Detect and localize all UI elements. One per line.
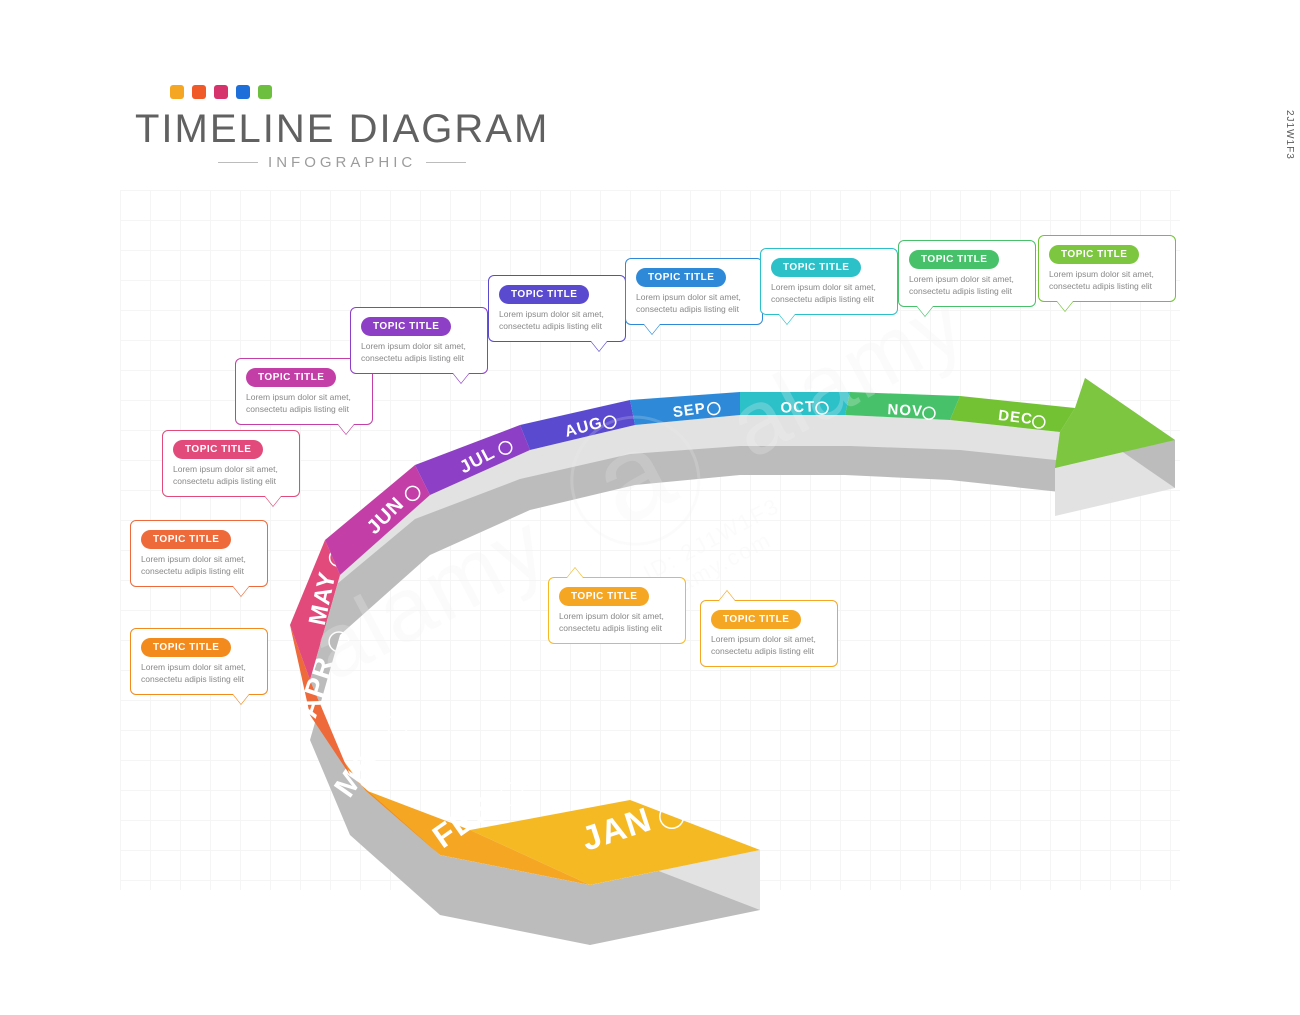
callout-tail-icon bbox=[453, 373, 469, 383]
timeline-arrow: JANFEBMARAPRMAYJUNJULAUGSEPOCTNOVDEC bbox=[0, 0, 1300, 1015]
callout-title-jul: TOPIC TITLE bbox=[361, 317, 451, 336]
target-icon bbox=[501, 783, 523, 805]
callout-mar: TOPIC TITLE Lorem ipsum dolor sit amet, c… bbox=[130, 628, 268, 695]
segment-oct: OCT bbox=[740, 392, 850, 417]
callout-title-feb: TOPIC TITLE bbox=[711, 610, 801, 629]
callout-aug: TOPIC TITLE Lorem ipsum dolor sit amet, c… bbox=[488, 275, 626, 342]
callout-nov: TOPIC TITLE Lorem ipsum dolor sit amet, c… bbox=[898, 240, 1036, 307]
callout-text-nov: Lorem ipsum dolor sit amet, consectetu a… bbox=[909, 274, 1025, 298]
callout-text-apr: Lorem ipsum dolor sit amet, consectetu a… bbox=[141, 554, 257, 578]
callout-title-aug: TOPIC TITLE bbox=[499, 285, 589, 304]
callout-title-jun: TOPIC TITLE bbox=[246, 368, 336, 387]
callout-title-sep: TOPIC TITLE bbox=[636, 268, 726, 287]
callout-title-apr: TOPIC TITLE bbox=[141, 530, 231, 549]
callout-title-nov: TOPIC TITLE bbox=[909, 250, 999, 269]
segment-label-oct: OCT bbox=[780, 398, 815, 416]
callout-title-oct: TOPIC TITLE bbox=[771, 258, 861, 277]
callout-text-jul: Lorem ipsum dolor sit amet, consectetu a… bbox=[361, 341, 477, 365]
segment-label-nov: NOV bbox=[887, 401, 923, 420]
callout-title-mar: TOPIC TITLE bbox=[141, 638, 231, 657]
callout-title-dec: TOPIC TITLE bbox=[1049, 245, 1139, 264]
callout-may: TOPIC TITLE Lorem ipsum dolor sit amet, c… bbox=[162, 430, 300, 497]
callout-title-may: TOPIC TITLE bbox=[173, 440, 263, 459]
callout-title-jan: TOPIC TITLE bbox=[559, 587, 649, 606]
callout-tail-icon bbox=[233, 586, 249, 596]
callout-feb: TOPIC TITLE Lorem ipsum dolor sit amet, c… bbox=[700, 600, 838, 667]
callout-text-jun: Lorem ipsum dolor sit amet, consectetu a… bbox=[246, 392, 362, 416]
callout-text-may: Lorem ipsum dolor sit amet, consectetu a… bbox=[173, 464, 289, 488]
callout-text-jan: Lorem ipsum dolor sit amet, consectetu a… bbox=[559, 611, 675, 635]
callout-tail-icon bbox=[719, 591, 735, 601]
callout-oct: TOPIC TITLE Lorem ipsum dolor sit amet, c… bbox=[760, 248, 898, 315]
callout-tail-icon bbox=[233, 694, 249, 704]
callout-text-feb: Lorem ipsum dolor sit amet, consectetu a… bbox=[711, 634, 827, 658]
callout-jan: TOPIC TITLE Lorem ipsum dolor sit amet, c… bbox=[548, 577, 686, 644]
callout-tail-icon bbox=[591, 341, 607, 351]
callout-text-aug: Lorem ipsum dolor sit amet, consectetu a… bbox=[499, 309, 615, 333]
callout-text-mar: Lorem ipsum dolor sit amet, consectetu a… bbox=[141, 662, 257, 686]
callout-tail-icon bbox=[779, 314, 795, 324]
side-image-code: 2J1W1F3 bbox=[1284, 110, 1295, 160]
callout-tail-icon bbox=[265, 496, 281, 506]
callout-apr: TOPIC TITLE Lorem ipsum dolor sit amet, c… bbox=[130, 520, 268, 587]
callout-tail-icon bbox=[567, 568, 583, 578]
briefcase-icon bbox=[387, 714, 408, 735]
callout-jul: TOPIC TITLE Lorem ipsum dolor sit amet, c… bbox=[350, 307, 488, 374]
callout-tail-icon bbox=[1057, 301, 1073, 311]
canvas: TIMELINE DIAGRAM INFOGRAPHIC JANFEBMARAP… bbox=[0, 0, 1300, 1015]
segment-nov: NOV bbox=[845, 392, 960, 420]
callout-tail-icon bbox=[644, 324, 660, 334]
callout-tail-icon bbox=[917, 306, 933, 316]
callout-text-dec: Lorem ipsum dolor sit amet, consectetu a… bbox=[1049, 269, 1165, 293]
callout-dec: TOPIC TITLE Lorem ipsum dolor sit amet, c… bbox=[1038, 235, 1176, 302]
callout-sep: TOPIC TITLE Lorem ipsum dolor sit amet, c… bbox=[625, 258, 763, 325]
callout-tail-icon bbox=[338, 424, 354, 434]
callout-text-oct: Lorem ipsum dolor sit amet, consectetu a… bbox=[771, 282, 887, 306]
callout-text-sep: Lorem ipsum dolor sit amet, consectetu a… bbox=[636, 292, 752, 316]
